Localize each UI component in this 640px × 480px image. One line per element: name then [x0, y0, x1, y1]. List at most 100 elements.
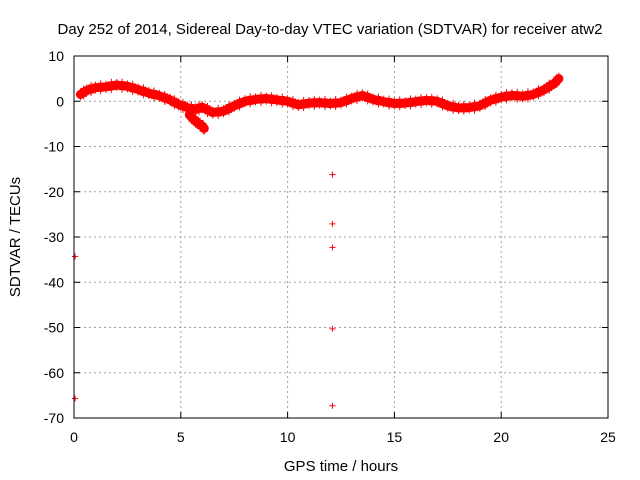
- main-trace-point: [199, 101, 206, 108]
- outlier-point: [329, 325, 336, 332]
- main-trace-point: [113, 78, 120, 85]
- main-trace-point: [380, 95, 387, 102]
- main-trace-point: [88, 90, 95, 97]
- main-trace-point: [471, 99, 478, 106]
- main-trace-point: [375, 93, 382, 100]
- main-trace-point: [80, 93, 87, 100]
- main-trace-point: [460, 108, 467, 115]
- main-trace-point: [412, 101, 419, 108]
- main-trace-point: [540, 83, 547, 90]
- main-trace-point: [375, 101, 382, 108]
- x-tick-label: 5: [177, 429, 185, 445]
- main-trace-point: [370, 99, 377, 106]
- main-trace-point: [119, 86, 126, 93]
- main-trace-point: [460, 100, 467, 107]
- main-trace-point: [524, 96, 531, 103]
- main-trace-point: [279, 93, 286, 100]
- lower-branch-point: [201, 122, 208, 129]
- main-trace-point: [503, 89, 510, 96]
- main-trace-point: [321, 104, 328, 111]
- main-trace-point: [364, 90, 371, 97]
- main-trace-point: [348, 98, 355, 105]
- main-trace-point: [167, 99, 174, 106]
- main-trace-point: [434, 95, 441, 102]
- main-trace-point: [113, 84, 120, 91]
- y-tick-label: -60: [44, 365, 64, 381]
- main-trace-point: [129, 88, 136, 95]
- main-trace-point: [498, 97, 505, 104]
- main-trace-point: [151, 95, 158, 102]
- main-trace-point: [338, 102, 344, 109]
- main-trace-point: [535, 93, 542, 100]
- y-tick-label: -20: [44, 184, 64, 200]
- main-trace-point: [215, 112, 222, 119]
- main-trace-point: [279, 101, 286, 108]
- main-trace-point: [487, 100, 494, 107]
- main-trace-point: [354, 97, 361, 104]
- main-trace-point: [295, 104, 302, 111]
- main-trace-point: [428, 93, 435, 100]
- main-trace-point: [519, 90, 526, 97]
- main-trace-point: [300, 96, 307, 103]
- outlier-point: [72, 395, 79, 402]
- main-trace-point: [316, 102, 323, 109]
- main-trace-point: [231, 99, 238, 106]
- main-trace-band: [75, 74, 564, 118]
- main-trace-point: [263, 92, 270, 99]
- x-axis-label: GPS time / hours: [284, 458, 398, 475]
- main-trace-point: [241, 95, 248, 102]
- lower-branch-point: [188, 110, 195, 117]
- x-tick-label: 15: [387, 429, 403, 445]
- main-trace-point: [225, 109, 232, 116]
- main-trace-point: [103, 80, 110, 87]
- main-trace-point: [359, 95, 366, 102]
- chart-title: Day 252 of 2014, Sidereal Day-to-day VTE…: [58, 21, 603, 38]
- main-trace-point: [195, 109, 202, 116]
- main-trace-point: [215, 104, 222, 111]
- main-trace-point: [97, 88, 104, 95]
- main-trace-point: [151, 87, 158, 94]
- main-trace-point: [455, 108, 462, 115]
- main-trace-point: [316, 96, 323, 103]
- main-trace-point: [209, 112, 216, 119]
- main-trace-point: [348, 92, 355, 99]
- main-trace-point: [247, 101, 254, 108]
- main-trace-point: [492, 99, 499, 106]
- main-trace-point: [225, 101, 232, 108]
- main-trace-point: [407, 103, 414, 110]
- main-trace-point: [236, 104, 243, 111]
- main-trace-point: [423, 94, 430, 101]
- main-trace-point: [370, 93, 377, 100]
- main-trace-point: [263, 98, 270, 105]
- main-trace-point: [273, 99, 280, 106]
- x-tick-label: 10: [280, 429, 296, 445]
- main-trace-point: [423, 100, 430, 107]
- main-trace-point: [524, 88, 531, 95]
- main-trace-point: [135, 83, 142, 90]
- main-trace-point: [257, 91, 264, 98]
- main-trace-point: [284, 95, 291, 102]
- main-trace-point: [551, 77, 558, 84]
- main-trace-point: [192, 103, 199, 110]
- main-trace-point: [175, 98, 182, 105]
- outlier-point: [329, 220, 336, 227]
- main-trace-point: [305, 97, 312, 104]
- main-trace-point: [492, 91, 499, 98]
- main-trace-point: [444, 99, 451, 106]
- main-trace-point: [402, 103, 409, 110]
- main-trace-point: [295, 98, 302, 105]
- main-trace-point: [135, 89, 142, 96]
- main-trace-point: [503, 97, 510, 104]
- main-trace-point: [332, 104, 339, 111]
- main-trace-point: [124, 86, 131, 93]
- main-trace-point: [530, 94, 537, 101]
- main-trace-point: [103, 86, 110, 93]
- main-trace-point: [273, 93, 280, 100]
- main-trace-point: [220, 105, 227, 112]
- main-trace-point: [482, 96, 489, 103]
- main-trace-point: [466, 101, 473, 108]
- main-trace-point: [530, 88, 537, 95]
- main-trace-point: [119, 78, 126, 85]
- main-trace-point: [171, 103, 178, 110]
